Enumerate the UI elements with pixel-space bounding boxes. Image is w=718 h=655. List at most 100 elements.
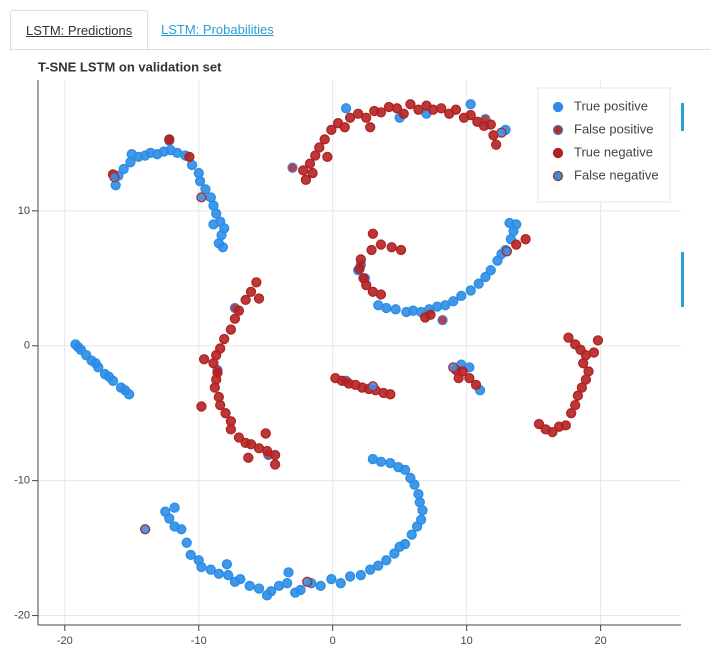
point xyxy=(578,358,589,369)
point xyxy=(381,302,392,314)
point xyxy=(295,584,306,596)
point xyxy=(366,244,377,256)
point xyxy=(413,488,424,500)
point xyxy=(361,279,372,291)
point xyxy=(393,462,404,473)
point xyxy=(298,165,309,176)
point xyxy=(233,432,245,443)
point xyxy=(437,314,448,326)
point xyxy=(220,408,231,419)
point xyxy=(580,374,592,385)
point xyxy=(473,278,484,289)
point xyxy=(415,514,427,525)
point xyxy=(563,332,574,343)
point xyxy=(367,381,379,392)
point xyxy=(448,362,459,373)
point xyxy=(390,304,401,315)
point xyxy=(302,576,313,587)
point xyxy=(389,548,400,559)
point xyxy=(480,271,491,283)
point xyxy=(375,239,387,250)
point xyxy=(217,242,229,253)
point xyxy=(253,583,265,594)
point xyxy=(261,445,273,457)
point xyxy=(496,127,507,138)
legend-label: True negative xyxy=(574,144,653,159)
point xyxy=(90,358,101,369)
point xyxy=(200,184,211,195)
point xyxy=(354,263,365,275)
point xyxy=(453,372,464,384)
point xyxy=(405,99,416,110)
point xyxy=(375,107,387,118)
tab-divider xyxy=(10,49,710,50)
point xyxy=(208,219,219,230)
tab[interactable]: LSTM: Probabilities xyxy=(161,22,274,37)
point xyxy=(198,354,210,365)
point xyxy=(373,560,384,571)
point xyxy=(406,529,417,540)
scroll-indicator xyxy=(681,252,684,307)
point xyxy=(140,524,151,535)
point xyxy=(385,389,396,400)
point xyxy=(391,103,403,114)
point xyxy=(307,167,318,179)
point xyxy=(253,293,265,304)
point xyxy=(367,228,379,239)
point xyxy=(440,300,451,311)
tab-bar: LSTM: Predictions LSTM: Probabilities xyxy=(0,0,718,51)
legend-marker xyxy=(552,170,564,182)
point xyxy=(235,573,246,585)
point xyxy=(240,294,251,306)
point xyxy=(225,324,237,335)
point xyxy=(265,586,277,597)
point xyxy=(164,134,175,145)
point xyxy=(119,385,131,396)
point xyxy=(566,408,577,419)
point xyxy=(269,449,281,461)
point xyxy=(385,457,396,469)
point xyxy=(395,244,407,256)
point xyxy=(572,390,584,401)
tab[interactable]: LSTM: Predictions xyxy=(10,10,149,51)
point xyxy=(314,142,325,153)
point xyxy=(450,104,462,115)
point xyxy=(405,472,416,484)
point xyxy=(245,439,257,450)
point xyxy=(176,524,187,535)
point xyxy=(196,561,207,573)
point xyxy=(353,108,364,119)
point xyxy=(184,151,195,163)
legend-marker xyxy=(552,147,564,159)
point xyxy=(213,568,224,579)
point xyxy=(344,571,356,582)
point xyxy=(326,124,337,136)
point xyxy=(425,309,436,320)
point xyxy=(470,379,482,391)
point xyxy=(229,313,241,324)
legend-label: False positive xyxy=(574,121,653,136)
point xyxy=(215,399,226,411)
point xyxy=(413,104,424,115)
point xyxy=(73,341,84,353)
legend: True positive False positive True negative… xyxy=(537,87,671,203)
point xyxy=(310,150,321,161)
point xyxy=(501,246,513,257)
point xyxy=(465,285,476,296)
point xyxy=(339,122,350,133)
y-tick-label: 0 xyxy=(24,340,30,352)
point xyxy=(533,418,545,430)
point xyxy=(118,163,129,175)
point xyxy=(169,502,180,513)
point xyxy=(375,289,387,300)
point xyxy=(456,290,467,301)
point xyxy=(448,296,459,307)
point xyxy=(223,569,234,581)
point xyxy=(504,217,515,229)
y-tick-label: -10 xyxy=(14,475,30,487)
point xyxy=(540,424,551,435)
scroll-indicator xyxy=(681,103,684,131)
point xyxy=(225,424,237,435)
x-tick-label: -10 xyxy=(191,635,207,647)
